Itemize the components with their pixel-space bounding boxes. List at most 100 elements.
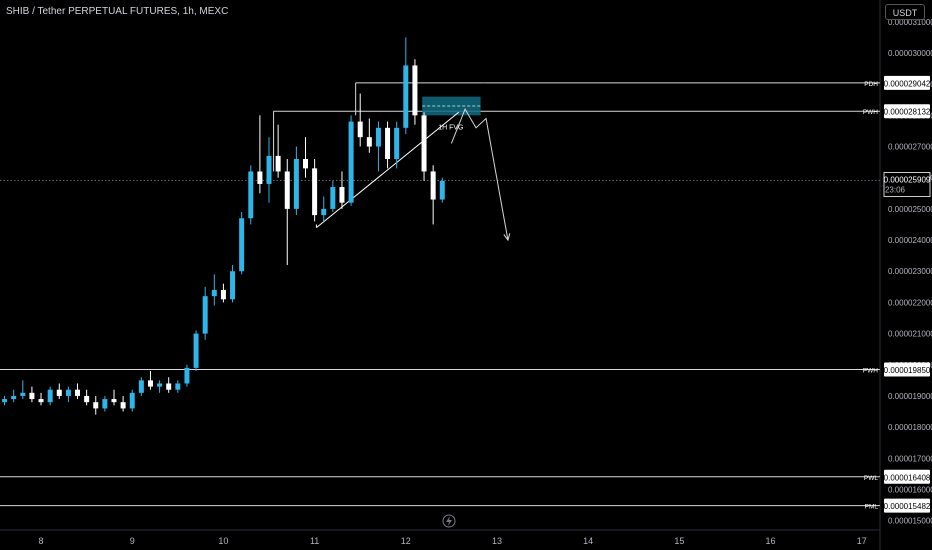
- candle-body: [47, 389, 53, 403]
- y-tick-label: 0.000031000: [888, 18, 932, 27]
- x-tick-label: 8: [39, 536, 44, 546]
- current-price-label: 0.000025909: [884, 176, 931, 185]
- level-price-box: [884, 469, 930, 484]
- currency-button[interactable]: USDT: [885, 4, 925, 20]
- level-price-box: [884, 104, 930, 119]
- level-name-pml: PML: [865, 504, 879, 511]
- level-price-box: [884, 75, 930, 90]
- current-price-box: [883, 172, 931, 197]
- fvg-box: [422, 96, 481, 116]
- y-tick-label: 0.000015000: [888, 517, 932, 526]
- projection-path: [450, 107, 509, 241]
- candle-body: [184, 367, 190, 384]
- y-tick-label: 0.000017000: [888, 454, 932, 463]
- x-tick-label: 13: [492, 536, 502, 546]
- y-tick-label: 0.000023000: [888, 267, 932, 276]
- candle-body: [239, 218, 245, 272]
- y-tick-label: 0.000030000: [888, 49, 932, 58]
- level-name-pwh: PWH: [863, 367, 878, 374]
- candle-body: [147, 380, 153, 387]
- candle-body: [102, 399, 108, 409]
- level-price-box: [884, 498, 930, 513]
- candle-body: [248, 171, 254, 219]
- x-tick-label: 15: [674, 536, 684, 546]
- countdown-label: 23:06: [885, 186, 906, 195]
- level-price-label: 0.000028132: [884, 108, 931, 117]
- candle-body: [257, 171, 263, 184]
- level-price-label: 0.000019850: [884, 366, 931, 375]
- candle-body: [375, 127, 381, 147]
- candle-body: [56, 389, 62, 396]
- candle-body: [111, 399, 117, 403]
- candle-body: [220, 289, 226, 300]
- candle-body: [2, 399, 8, 403]
- candle-body: [175, 383, 181, 390]
- y-tick-label: 0.000018000: [888, 423, 932, 432]
- candle-body: [75, 389, 81, 396]
- candle-body: [193, 333, 199, 368]
- candle-body: [421, 115, 427, 172]
- candle-body: [394, 127, 400, 159]
- candle-body: [430, 171, 436, 200]
- x-tick-label: 14: [583, 536, 593, 546]
- x-tick-label: 12: [401, 536, 411, 546]
- candle-body: [20, 392, 26, 396]
- candle-body: [321, 208, 327, 216]
- y-tick-label: 0.000022000: [888, 298, 932, 307]
- candle-body: [11, 395, 17, 400]
- candle-body: [366, 137, 372, 147]
- candle-body: [330, 187, 336, 209]
- x-tick-label: 11: [310, 536, 319, 546]
- candle-body: [93, 402, 99, 409]
- candle-body: [312, 168, 318, 216]
- candle-body: [166, 383, 172, 390]
- candle-body: [38, 399, 44, 403]
- x-tick-label: 10: [218, 536, 228, 546]
- candle-body: [403, 65, 409, 128]
- candle-body: [439, 180, 445, 200]
- candle-body: [302, 159, 308, 169]
- level-name-pwl: PWL: [864, 475, 878, 482]
- level-price-label: 0.000015482: [884, 502, 931, 511]
- fvg-label: 1H FVG: [438, 124, 463, 131]
- level-price-label: 0.000029042: [884, 79, 931, 88]
- candle-body: [339, 187, 345, 203]
- x-tick-label: 16: [766, 536, 776, 546]
- candle-body: [412, 65, 418, 116]
- chart-title: SHIB / Tether PERPETUAL FUTURES, 1h, MEX…: [6, 6, 229, 17]
- candle-body: [84, 395, 90, 403]
- y-tick-label: 0.000021000: [888, 330, 932, 339]
- level-name-pdh: PDH: [864, 81, 878, 88]
- replay-bolt: [446, 516, 452, 526]
- y-tick-label: 0.000027000: [888, 143, 932, 152]
- candle-body: [211, 289, 217, 297]
- candle-body: [357, 121, 363, 138]
- candle-body: [293, 159, 299, 209]
- candle-body: [202, 296, 208, 334]
- level-price-label: 0.000016408: [884, 473, 931, 482]
- y-tick-label: 0.000025000: [888, 205, 932, 214]
- candle-body: [266, 155, 272, 184]
- candle-body: [348, 121, 354, 203]
- candle-body: [275, 155, 281, 172]
- level-name-pwh: PWH: [863, 109, 878, 116]
- level-price-box: [884, 362, 930, 377]
- y-tick-label: 0.000024000: [888, 236, 932, 245]
- candle-body: [157, 383, 163, 387]
- replay-icon: [442, 514, 456, 528]
- x-tick-label: 9: [130, 536, 135, 546]
- candle-body: [385, 127, 391, 159]
- candle-body: [120, 402, 126, 409]
- x-tick-label: 17: [857, 536, 867, 546]
- projection-arrowhead: [503, 233, 511, 242]
- candle-body: [65, 389, 71, 396]
- trendline: [316, 111, 460, 228]
- candle-body: [284, 171, 290, 209]
- candle-body: [129, 392, 135, 409]
- y-tick-label: 0.000019000: [888, 392, 932, 401]
- candle-body: [230, 271, 236, 300]
- y-tick-label: 0.000016000: [888, 485, 932, 494]
- candle-body: [29, 392, 35, 400]
